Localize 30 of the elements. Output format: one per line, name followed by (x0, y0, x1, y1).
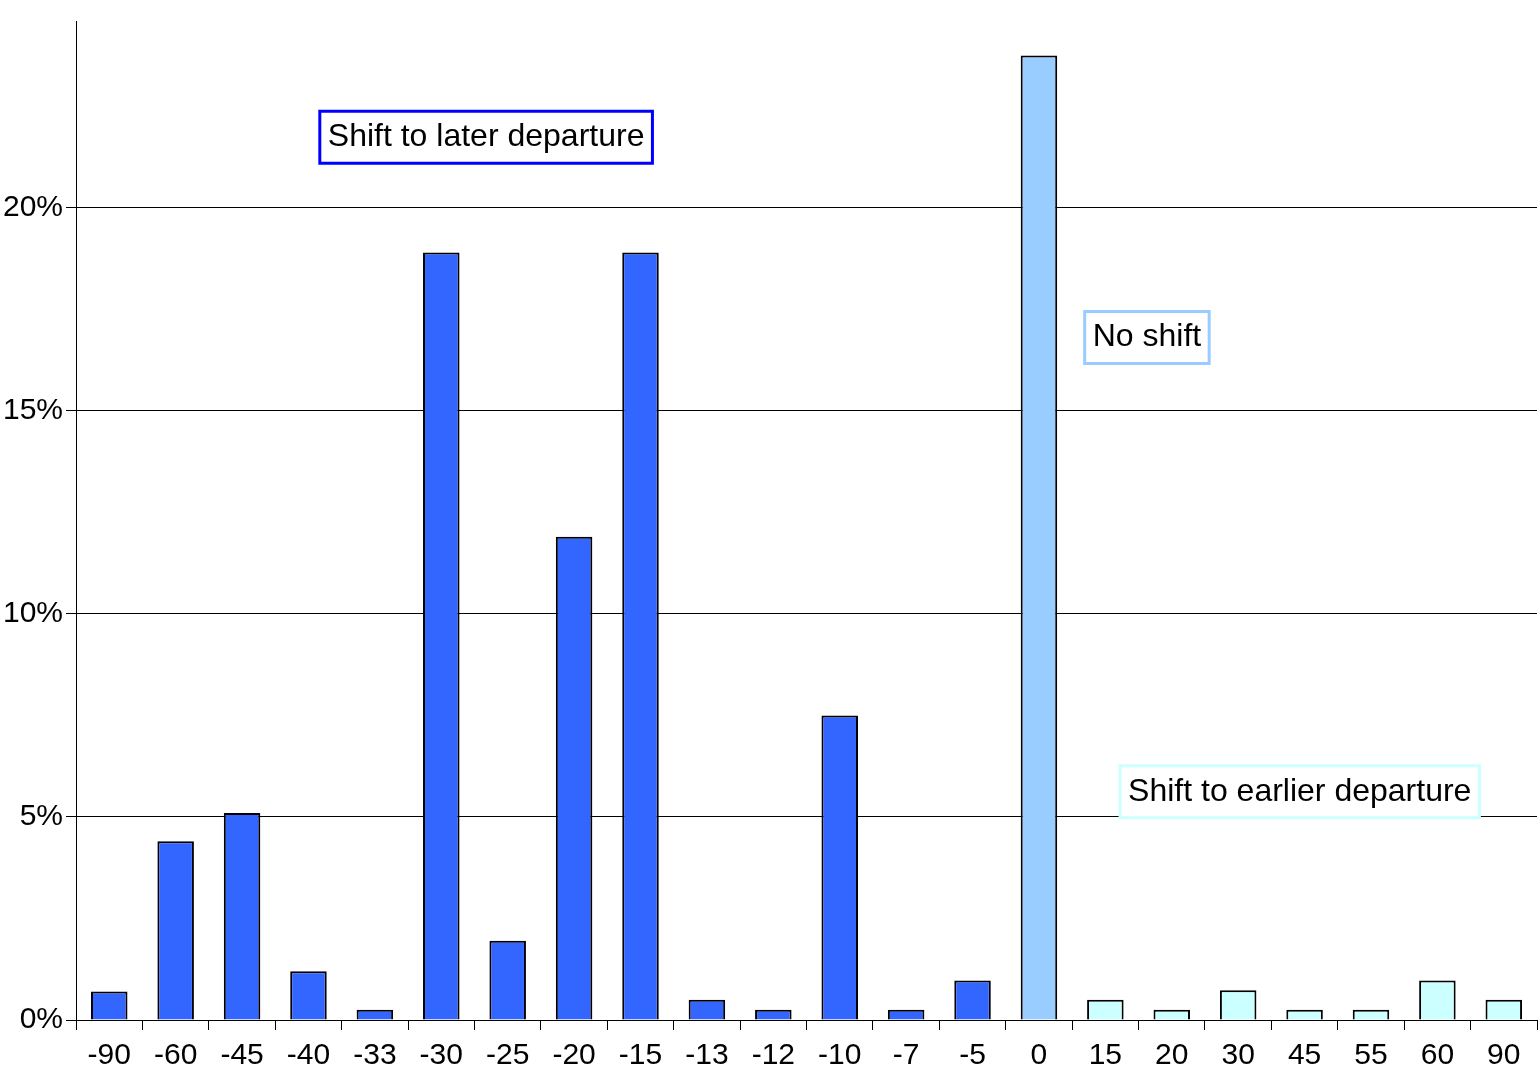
x-tick-label: -15 (618, 1037, 663, 1071)
y-tick-label: 15% (3, 392, 64, 426)
y-tick-label: 20% (3, 189, 64, 223)
annotation: No shift (1092, 317, 1202, 354)
y-tick-label: 0% (19, 1001, 64, 1035)
x-tick-label: -13 (685, 1037, 729, 1071)
x-tick-label: -40 (286, 1037, 331, 1071)
x-tick-label: 20 (1155, 1037, 1189, 1071)
x-tick-label: 15 (1088, 1037, 1123, 1071)
x-tick-label: -33 (353, 1037, 397, 1071)
y-tick-label: 10% (3, 595, 64, 629)
x-tick-label: 30 (1221, 1037, 1255, 1071)
y-tick-label: 5% (19, 798, 64, 832)
x-tick-label: -10 (818, 1037, 862, 1071)
x-tick-label: -25 (486, 1037, 530, 1071)
x-tick-label: 55 (1354, 1037, 1388, 1071)
x-tick-label: -30 (419, 1037, 463, 1071)
x-tick-label: -12 (751, 1037, 795, 1071)
annotation: Shift to later departure (327, 117, 645, 154)
x-tick-label: -5 (959, 1037, 986, 1071)
x-tick-label: 90 (1487, 1037, 1521, 1071)
x-tick-label: 0 (1030, 1037, 1048, 1071)
x-tick-label: 45 (1287, 1037, 1322, 1071)
annotation: Shift to earlier departure (1128, 771, 1472, 808)
x-tick-label: -7 (892, 1037, 920, 1071)
x-tick-label: -90 (87, 1037, 131, 1071)
x-tick-label: -20 (552, 1037, 596, 1071)
x-tick-label: 60 (1420, 1037, 1455, 1071)
x-tick-label: -45 (220, 1037, 264, 1071)
x-tick-label: -60 (153, 1037, 198, 1071)
